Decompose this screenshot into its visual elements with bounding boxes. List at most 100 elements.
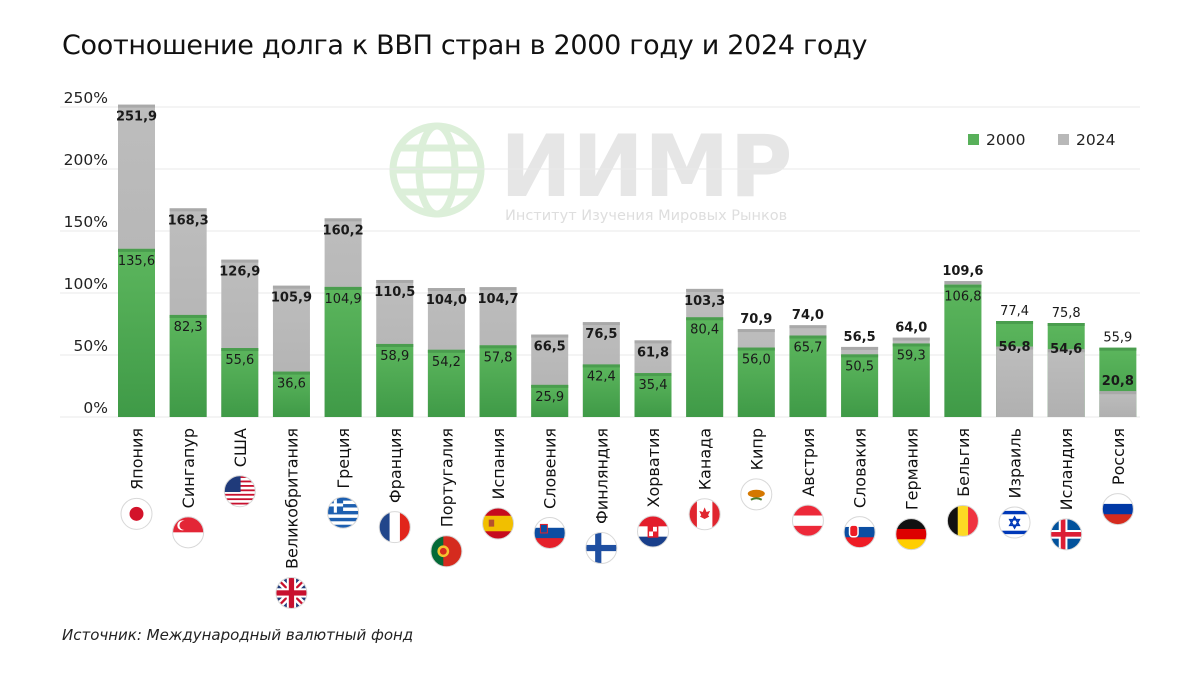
bar-2000 xyxy=(324,286,362,417)
category-label: Португалия xyxy=(437,428,456,527)
data-label-2000: 58,9 xyxy=(380,349,409,364)
bar-2000-cap xyxy=(634,373,672,377)
data-label-2000: 75,8 xyxy=(1052,306,1081,321)
spain-flag-icon xyxy=(482,507,515,540)
data-label-2024: 54,6 xyxy=(1050,342,1082,357)
category-label: Бельгия xyxy=(954,428,973,497)
category-label: Греция xyxy=(334,428,353,489)
bar-2000 xyxy=(272,371,310,417)
category-label: Сингапур xyxy=(179,428,198,508)
data-label-2024: 74,0 xyxy=(792,308,824,323)
data-label-2000: 57,8 xyxy=(484,350,513,365)
bar-2000-cap xyxy=(376,343,414,347)
canada-flag-icon xyxy=(688,498,721,531)
data-label-2024: 104,0 xyxy=(426,293,467,308)
data-label-2024: 70,9 xyxy=(740,312,772,327)
y-tick-label: 0% xyxy=(83,399,108,417)
portugal-flag-icon xyxy=(430,535,463,568)
cyprus-flag-icon xyxy=(740,478,773,511)
category-label: Великобритания xyxy=(282,428,301,569)
bar-2000 xyxy=(737,347,775,417)
bar-2024-cap xyxy=(841,346,879,350)
category-label: Исландия xyxy=(1057,428,1076,510)
category-label: Словакия xyxy=(851,428,870,508)
category-label: Кипр xyxy=(747,428,766,470)
y-tick-label: 50% xyxy=(74,337,108,355)
bar-2024-cap xyxy=(531,334,569,338)
bar-2024-cap xyxy=(1099,391,1137,395)
y-tick-label: 100% xyxy=(64,275,108,293)
bar-2000 xyxy=(118,248,155,417)
data-label-2000: 36,6 xyxy=(277,377,306,392)
y-tick-label: 250% xyxy=(64,89,108,107)
data-label-2024: 104,7 xyxy=(477,292,518,307)
category-label: Израиль xyxy=(1006,428,1025,499)
category-label: Германия xyxy=(902,428,921,510)
data-label-2000: 35,4 xyxy=(639,378,668,393)
source-note: Источник: Международный валютный фонд xyxy=(62,626,414,644)
bar-2000-cap xyxy=(531,384,569,388)
bar-2000-cap xyxy=(1047,323,1085,327)
bar-2000 xyxy=(582,364,620,417)
data-label-2024: 76,5 xyxy=(585,327,617,342)
data-label-2024: 56,8 xyxy=(999,340,1031,355)
germany-flag-icon xyxy=(895,518,928,551)
data-label-2000: 80,4 xyxy=(690,322,719,337)
flags xyxy=(120,475,1134,609)
bar-2000-cap xyxy=(737,347,775,351)
bar-2000 xyxy=(479,345,517,417)
data-label-2024: 126,9 xyxy=(219,265,260,280)
japan-flag-icon xyxy=(120,497,153,530)
bar-2000 xyxy=(427,349,465,417)
data-label-2024: 105,9 xyxy=(271,291,312,306)
data-label-2000: 106,8 xyxy=(944,290,981,305)
bar-2000-cap xyxy=(118,248,155,252)
x-axis: Япония Сингапур США Великобритания Греция Фра… xyxy=(128,428,1128,569)
bar-2000-cap xyxy=(221,348,259,352)
croatia-flag-icon xyxy=(637,515,669,548)
bar-2000 xyxy=(789,335,827,417)
legend-swatch-2024 xyxy=(1058,134,1069,145)
category-label: Испания xyxy=(489,428,508,500)
bar-2000-cap xyxy=(272,371,310,375)
data-label-2024: 160,2 xyxy=(323,223,364,238)
data-label-2000: 55,6 xyxy=(225,353,254,368)
category-label: Франция xyxy=(386,428,405,503)
bar-2000 xyxy=(169,314,207,417)
data-label-2000: 25,9 xyxy=(535,390,564,405)
bar-2024-cap xyxy=(686,288,724,292)
chart: ИИМР Институт Изучения Мировых Рынков 0%… xyxy=(60,89,1140,609)
y-axis: 0% 50% 100% 150% 200% 250% xyxy=(64,89,108,417)
data-label-2000: 65,7 xyxy=(793,341,822,356)
category-label: Япония xyxy=(128,428,147,490)
bar-2000 xyxy=(376,343,414,417)
bar-2000 xyxy=(944,284,982,417)
bar-2024-cap xyxy=(1047,349,1085,353)
slovenia-flag-icon xyxy=(533,516,566,549)
data-label-2000: 82,3 xyxy=(174,320,203,335)
bar-2000 xyxy=(892,343,930,417)
uk-flag-icon xyxy=(275,576,308,609)
data-label-2000: 104,9 xyxy=(324,292,361,307)
category-label: Канада xyxy=(696,428,715,490)
bar-2024-cap xyxy=(479,287,517,291)
legend-label-2024: 2024 xyxy=(1076,131,1115,149)
bar-2000-cap xyxy=(944,284,982,288)
bar-2024-cap xyxy=(892,337,930,341)
usa-flag-icon xyxy=(223,475,256,508)
israel-flag-icon xyxy=(998,506,1031,539)
data-label-2000: 50,5 xyxy=(845,359,874,374)
data-label-2024: 103,3 xyxy=(684,294,725,309)
globe-logo-icon xyxy=(389,122,485,218)
data-label-2000: 42,4 xyxy=(587,369,616,384)
bar-2024-cap xyxy=(118,104,155,108)
y-tick-label: 200% xyxy=(64,151,108,169)
greece-flag-icon xyxy=(327,496,360,529)
data-label-2000: 59,3 xyxy=(897,348,926,363)
bar-2000-cap xyxy=(324,286,362,290)
bar-2024-cap xyxy=(737,329,775,333)
bar-2000-cap xyxy=(479,345,517,349)
russia-flag-icon xyxy=(1101,493,1134,526)
bar-2000-cap xyxy=(996,321,1034,325)
bar-2024 xyxy=(1099,391,1137,417)
